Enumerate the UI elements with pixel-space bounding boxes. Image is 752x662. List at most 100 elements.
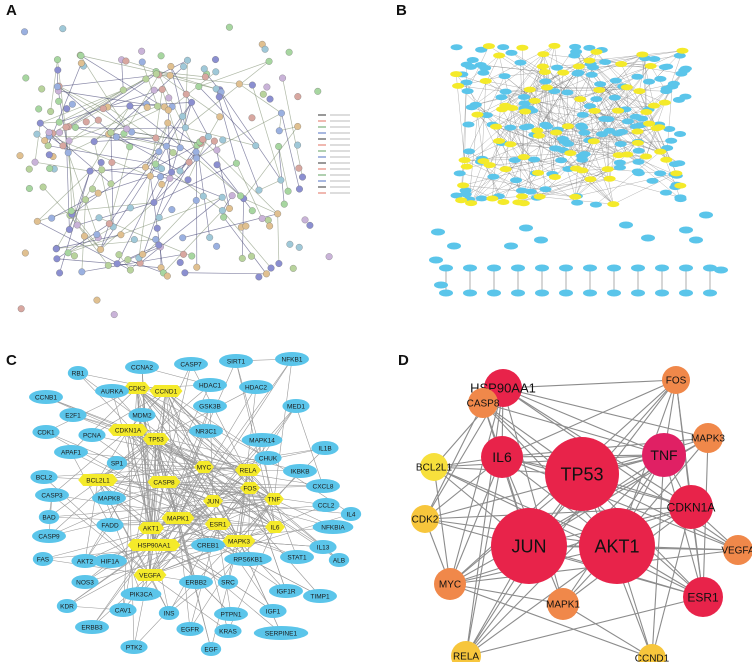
panel-b-node: [518, 124, 531, 131]
panel-a-node: [59, 25, 67, 33]
panel-a-node: [70, 252, 78, 260]
panel-c-node-label: RB1: [72, 371, 85, 378]
panel-b-node: [548, 173, 561, 180]
panel-c-node-label: NOS3: [76, 580, 94, 587]
panel-b-node: [533, 193, 546, 200]
panel-a-node: [115, 251, 123, 259]
panel-a-node: [176, 167, 184, 175]
panel-b-node: [674, 194, 687, 201]
panel-a-node: [25, 185, 33, 192]
panel-a-node: [67, 207, 75, 215]
panel-c-node-alb: ALB: [328, 553, 350, 567]
panel-c-node-erbb2: ERBB2: [179, 575, 213, 589]
panel-a-node: [110, 311, 118, 319]
panel-c-node-ptk2: PTK2: [120, 640, 148, 654]
panel-c-node-e2f1: E2F1: [59, 408, 87, 422]
panel-a-node: [54, 66, 62, 74]
panel-c-node-label: GSK3B: [199, 404, 221, 411]
panel-b-node: [557, 69, 570, 76]
panel-c-node-aurka: AURKA: [95, 384, 129, 398]
panel-c-node-tnf: TNF: [264, 493, 284, 505]
panel-b-node: [528, 156, 541, 163]
panel-a-node: [21, 28, 28, 36]
panel-d-edge: [433, 466, 451, 585]
panel-d-edge: [562, 603, 653, 659]
panel-c-node-nos3: NOS3: [71, 575, 99, 589]
panel-b-node: [479, 64, 492, 71]
panel-d-node-cdk2: CDK2: [411, 505, 439, 533]
panel-c-node-chuk: CHUK: [254, 451, 282, 465]
panel-c-node-cdkn1a: CDKN1A: [108, 424, 148, 436]
panel-a-node: [267, 264, 275, 272]
panel-a-node: [218, 193, 226, 201]
panel-a-node: [225, 205, 233, 212]
panel-c-node-apaf1: APAF1: [54, 445, 88, 459]
panel-b-node: [515, 187, 528, 194]
panel-a-node: [93, 296, 101, 304]
panel-a-node: [248, 207, 256, 215]
panel-b-node: [602, 116, 615, 123]
panel-c-node-igf1: IGF1: [259, 604, 287, 618]
panel-c-node-label: AURKA: [101, 389, 124, 396]
panel-a-node: [200, 65, 208, 73]
panel-c-node-cav1: CAV1: [109, 603, 137, 617]
panel-d-edge: [502, 387, 665, 456]
panel-b-node: [460, 163, 473, 170]
panel-c-node-il13: IL13: [309, 540, 337, 554]
panel-c-node-label: SERPINE1: [265, 631, 298, 638]
panel-d-node-label: MAPK3: [691, 434, 725, 445]
panel-c-node-label: CASP8: [153, 480, 175, 487]
panel-c-node-il4: IL4: [340, 507, 362, 521]
panel-b-node: [459, 191, 472, 198]
panel-c-node-label: ERBB2: [185, 580, 207, 587]
panel-b-node: [548, 42, 561, 49]
panel-a-node: [306, 221, 314, 229]
panel-c-node-label: CDKN1A: [115, 428, 142, 435]
panel-a-node: [184, 176, 192, 184]
panel-a-node: [90, 138, 98, 146]
panel-a-node: [185, 158, 193, 166]
panel-b-node: [654, 148, 667, 155]
panel-b-node: [497, 44, 510, 51]
panel-c-node-label: VEGFA: [139, 573, 161, 580]
panel-b-node: [568, 52, 581, 59]
panel-a-node: [294, 123, 302, 130]
panel-a-node: [166, 174, 174, 182]
panel-a-node: [73, 221, 81, 229]
panel-a-node: [181, 269, 189, 277]
panel-a-node: [180, 250, 187, 258]
panel-b-node: [607, 201, 620, 208]
panel-d-node-label: TNF: [650, 447, 677, 463]
panel-c-node-rps6kb1: RPS6KB1: [224, 552, 272, 566]
panel-b-node: [506, 104, 519, 111]
panel-a-node: [259, 90, 267, 98]
panel-a-node: [188, 252, 196, 260]
panel-c-node-esr1: ESR1: [204, 518, 232, 530]
panel-a-node: [56, 129, 64, 137]
panel-b-satellites: [429, 211, 728, 297]
panel-a-node: [181, 124, 189, 132]
panel-a-node: [295, 164, 303, 172]
panel-a-node: [289, 264, 297, 272]
panel-c-node-label: MED1: [287, 404, 305, 411]
panel-a-node: [17, 305, 25, 313]
panel-b-node: [665, 137, 678, 144]
panel-c-node-creb1: CREB1: [191, 538, 225, 552]
panel-c-node-label: CCND1: [155, 389, 178, 396]
panel-b-node: [674, 130, 687, 137]
panel-b-node: [487, 173, 500, 180]
panel-b-node: [482, 43, 495, 50]
panel-c-node-akt1: AKT1: [137, 522, 165, 534]
panel-c-node-akt2: AKT2: [71, 554, 99, 568]
panel-b-node: [508, 156, 521, 163]
panel-c-node-sp1: SP1: [106, 456, 128, 470]
panel-c-node-label: CDK1: [37, 430, 55, 437]
panel-a-node: [108, 158, 116, 166]
panel-c-hub-network: CDK2 CCND1 CDKN1A TP53 BCL2L1 CASP8 MYC RELA FOS…: [29, 352, 362, 656]
panel-a-node: [180, 63, 188, 71]
panel-c-node-bcl2: BCL2: [30, 470, 58, 484]
panel-a-node: [220, 213, 228, 221]
panel-b-node: [504, 141, 517, 148]
panel-a-node: [44, 142, 52, 150]
panel-a-node: [264, 216, 272, 224]
